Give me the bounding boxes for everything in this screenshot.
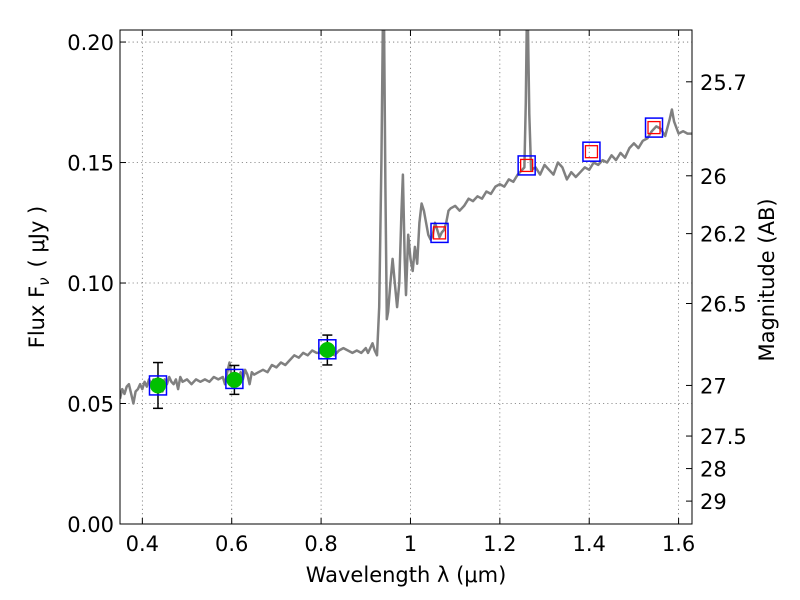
model-box xyxy=(148,375,168,396)
right-tick-label: 26 xyxy=(700,165,727,189)
right-tick-label: 29 xyxy=(700,490,727,514)
y-tick-label: 0.20 xyxy=(67,31,114,55)
plot-frame xyxy=(119,29,693,525)
right-tick-label: 27 xyxy=(700,374,727,398)
y-label-part: Flux F xyxy=(25,286,49,348)
x-tick-label: 1.2 xyxy=(483,532,516,556)
y-axis-left-label: Flux Fν ( μJy ) xyxy=(25,206,53,349)
red-marker xyxy=(647,120,661,135)
x-tick-label: 0.8 xyxy=(304,532,337,556)
photometry-point xyxy=(149,377,166,394)
model-box xyxy=(582,141,601,162)
x-tick-label: 1.4 xyxy=(573,532,606,556)
photometry-point xyxy=(319,342,336,359)
y-label-subscript: ν xyxy=(35,277,53,285)
model-box xyxy=(225,368,244,390)
y-tick-label: 0.15 xyxy=(67,152,114,176)
ticks-layer: 0.4 0.6 0.8 1 1.2 1.4 1.6 0.00 0.05 0.10 0.15 0.20 2… xyxy=(67,30,747,556)
model-box xyxy=(430,222,449,244)
photometry-point xyxy=(226,371,243,388)
right-tick-label: 26.2 xyxy=(700,223,747,247)
spectrum-line xyxy=(120,30,692,405)
y-tick-label: 0.10 xyxy=(67,272,114,296)
right-tick-label: 25.7 xyxy=(700,71,747,95)
plot-area xyxy=(120,30,692,410)
red-marker xyxy=(520,158,534,173)
right-tick-label: 28 xyxy=(700,458,727,482)
x-tick-label: 0.6 xyxy=(215,532,248,556)
right-tick-label: 26.5 xyxy=(700,293,747,317)
y-tick-label: 0.05 xyxy=(67,393,114,417)
right-tick-label: 27.5 xyxy=(700,425,747,449)
model-box xyxy=(644,117,664,138)
model-box xyxy=(517,155,536,176)
x-tick-label: 1 xyxy=(404,532,417,556)
x-tick-label: 1.6 xyxy=(662,532,695,556)
x-axis-label: Wavelength λ (μm) xyxy=(306,563,507,587)
red-marker xyxy=(432,226,447,240)
y-label-unit: ( μJy ) xyxy=(25,206,49,268)
y-axis-left-label-text: Flux Fν ( μJy ) xyxy=(25,206,53,349)
grid-layer xyxy=(120,30,692,524)
model-box xyxy=(318,339,337,360)
y-axis-right-label: Magnitude (AB) xyxy=(755,198,779,361)
red-marker xyxy=(584,145,599,159)
y-tick-label: 0.00 xyxy=(67,513,114,537)
x-tick-label: 0.4 xyxy=(126,532,159,556)
